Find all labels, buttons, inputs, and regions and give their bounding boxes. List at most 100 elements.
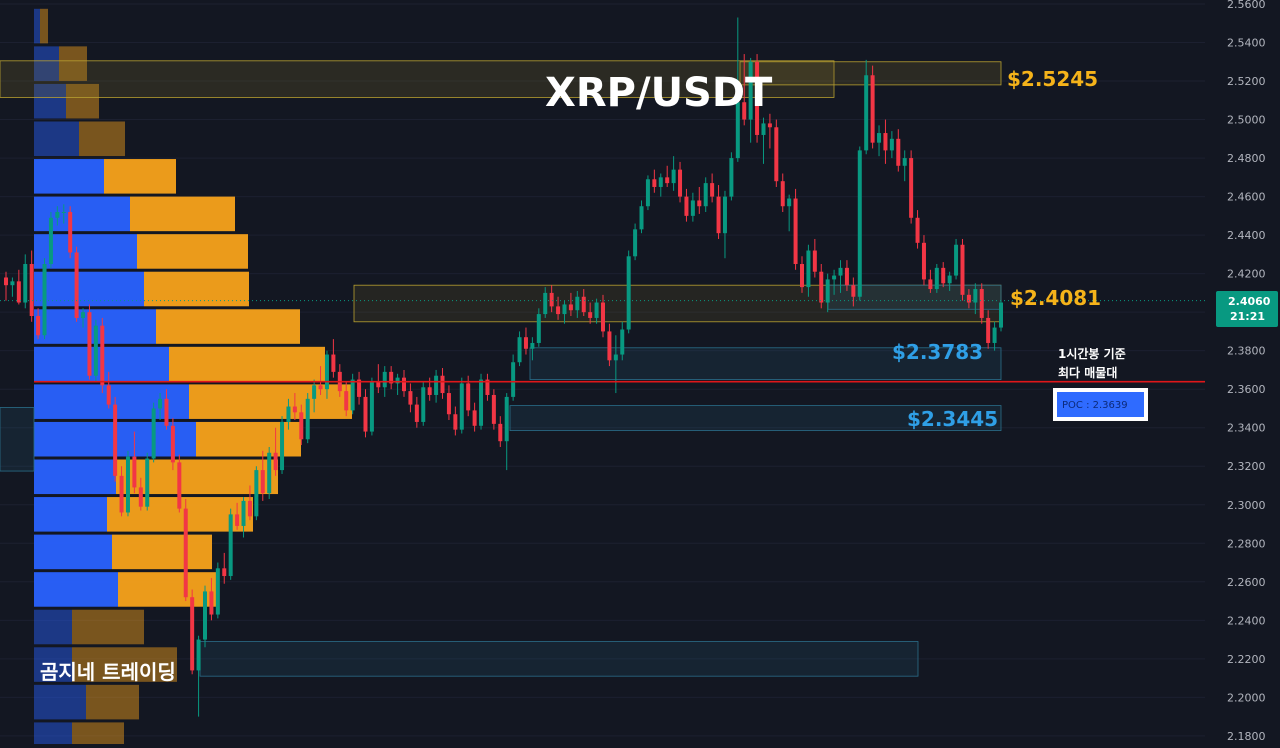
candle-body xyxy=(536,314,541,343)
candle-body xyxy=(870,75,875,143)
candle-body xyxy=(459,383,464,430)
candle-body xyxy=(735,102,740,159)
candle-body xyxy=(402,377,406,392)
price-tick-label: 2.5600 xyxy=(1227,0,1266,11)
candle-body xyxy=(575,296,580,311)
price-tick-label: 2.2000 xyxy=(1227,691,1266,704)
price-tick-label: 2.5000 xyxy=(1227,114,1266,127)
candle-body xyxy=(81,312,86,318)
candle-body xyxy=(652,179,657,187)
candle-body xyxy=(286,406,291,422)
price-zone xyxy=(199,641,919,677)
candle-body xyxy=(209,591,214,615)
price-tick-label: 2.5400 xyxy=(1227,37,1266,50)
candle-body xyxy=(382,371,387,388)
candle-body xyxy=(883,133,888,151)
price-tick-label: 2.3600 xyxy=(1227,383,1266,396)
candle-body xyxy=(607,331,612,361)
candle-body xyxy=(851,285,856,297)
candle-body xyxy=(543,292,548,315)
vp-buy-bar xyxy=(34,497,107,532)
candle-body xyxy=(299,412,304,440)
candle-body xyxy=(145,458,150,507)
candle-body xyxy=(318,385,323,390)
candle-body xyxy=(23,264,28,303)
vp-sell-bar xyxy=(118,572,216,607)
candle-body xyxy=(215,568,220,615)
candle-body xyxy=(170,425,175,463)
candle-body xyxy=(915,217,920,243)
candle-body xyxy=(280,421,285,471)
candle-body xyxy=(16,281,21,303)
price-zone xyxy=(509,405,1002,432)
candle-body xyxy=(10,281,15,286)
candle-body xyxy=(235,514,240,526)
candle-body xyxy=(761,123,766,135)
candle-body xyxy=(556,306,561,315)
candle-body xyxy=(780,181,785,207)
countdown-label: 21:21 xyxy=(1230,310,1265,323)
level-label-2-3445: $2.3445 xyxy=(907,407,998,431)
candle-body xyxy=(427,387,432,395)
candle-body xyxy=(267,452,272,494)
candle-body xyxy=(164,398,169,426)
price-tick-label: 2.4400 xyxy=(1227,229,1266,242)
candle-body xyxy=(671,169,676,184)
volume-profile xyxy=(34,8,352,748)
candle-body xyxy=(928,279,933,290)
candle-body xyxy=(517,337,522,363)
candle-body xyxy=(324,354,329,390)
candle-body xyxy=(61,212,66,214)
candle-body xyxy=(774,127,779,182)
poc-note-line2: 최다 매물대 xyxy=(1058,365,1117,380)
candle-body xyxy=(934,267,939,290)
candle-body xyxy=(979,289,984,318)
price-tick-label: 2.3400 xyxy=(1227,422,1266,435)
candle-body xyxy=(292,406,297,413)
price-zone xyxy=(739,61,1002,86)
candle-body xyxy=(767,123,772,128)
price-zones xyxy=(0,60,1002,677)
candle-body xyxy=(247,500,252,517)
candle-body xyxy=(626,256,631,330)
candle-body xyxy=(581,296,586,313)
price-zone xyxy=(0,407,35,472)
vp-buy-bar xyxy=(34,159,104,194)
candle-body xyxy=(812,250,817,272)
candle-body xyxy=(446,393,451,415)
vp-buy-bar xyxy=(34,83,66,119)
candle-body xyxy=(639,206,644,230)
candle-body xyxy=(857,150,862,297)
candle-body xyxy=(74,252,79,318)
candle-body xyxy=(787,198,792,207)
candle-body xyxy=(113,404,118,476)
candle-body xyxy=(690,200,695,216)
candle-body xyxy=(825,279,830,303)
vp-buy-bar xyxy=(34,196,130,232)
candle-body xyxy=(466,383,471,411)
candle-body xyxy=(832,275,837,280)
price-tick-label: 2.5200 xyxy=(1227,75,1266,88)
candle-body xyxy=(183,508,188,598)
poc-badge-label: POC : 2.3639 xyxy=(1062,400,1128,411)
candle-body xyxy=(48,217,53,265)
vp-buy-bar xyxy=(34,647,72,682)
candle-body xyxy=(684,196,689,216)
candle-body xyxy=(376,381,381,388)
price-axis[interactable]: 2.5600 2.5400 2.5200 2.5000 2.4800 2.4600 2.44… xyxy=(1205,0,1280,744)
candle-body xyxy=(414,404,419,422)
candle-body xyxy=(601,302,605,332)
price-tick-label: 2.2800 xyxy=(1227,537,1266,550)
candle-body xyxy=(228,514,233,577)
price-tick-label: 2.4800 xyxy=(1227,152,1266,165)
candle-body xyxy=(36,316,41,336)
candle-body xyxy=(132,456,137,488)
candle-body xyxy=(710,183,715,197)
vp-sell-bar xyxy=(59,46,87,81)
candle-body xyxy=(877,133,882,143)
current-price-label: 2.4060 xyxy=(1228,295,1271,308)
candle-body xyxy=(369,381,374,432)
candle-body xyxy=(645,179,650,207)
